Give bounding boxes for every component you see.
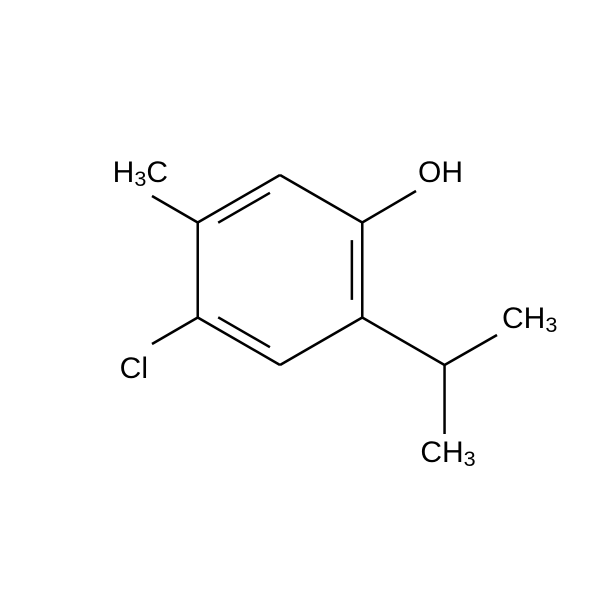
atom-label: Cl <box>120 352 148 385</box>
atom-label: H3C <box>113 156 168 191</box>
atom-label: CH3 <box>502 302 557 337</box>
molecule-diagram: OH H3C Cl CH3 CH3 <box>0 0 600 600</box>
atom-label: CH3 <box>420 436 475 471</box>
atom-label: OH <box>418 156 463 189</box>
